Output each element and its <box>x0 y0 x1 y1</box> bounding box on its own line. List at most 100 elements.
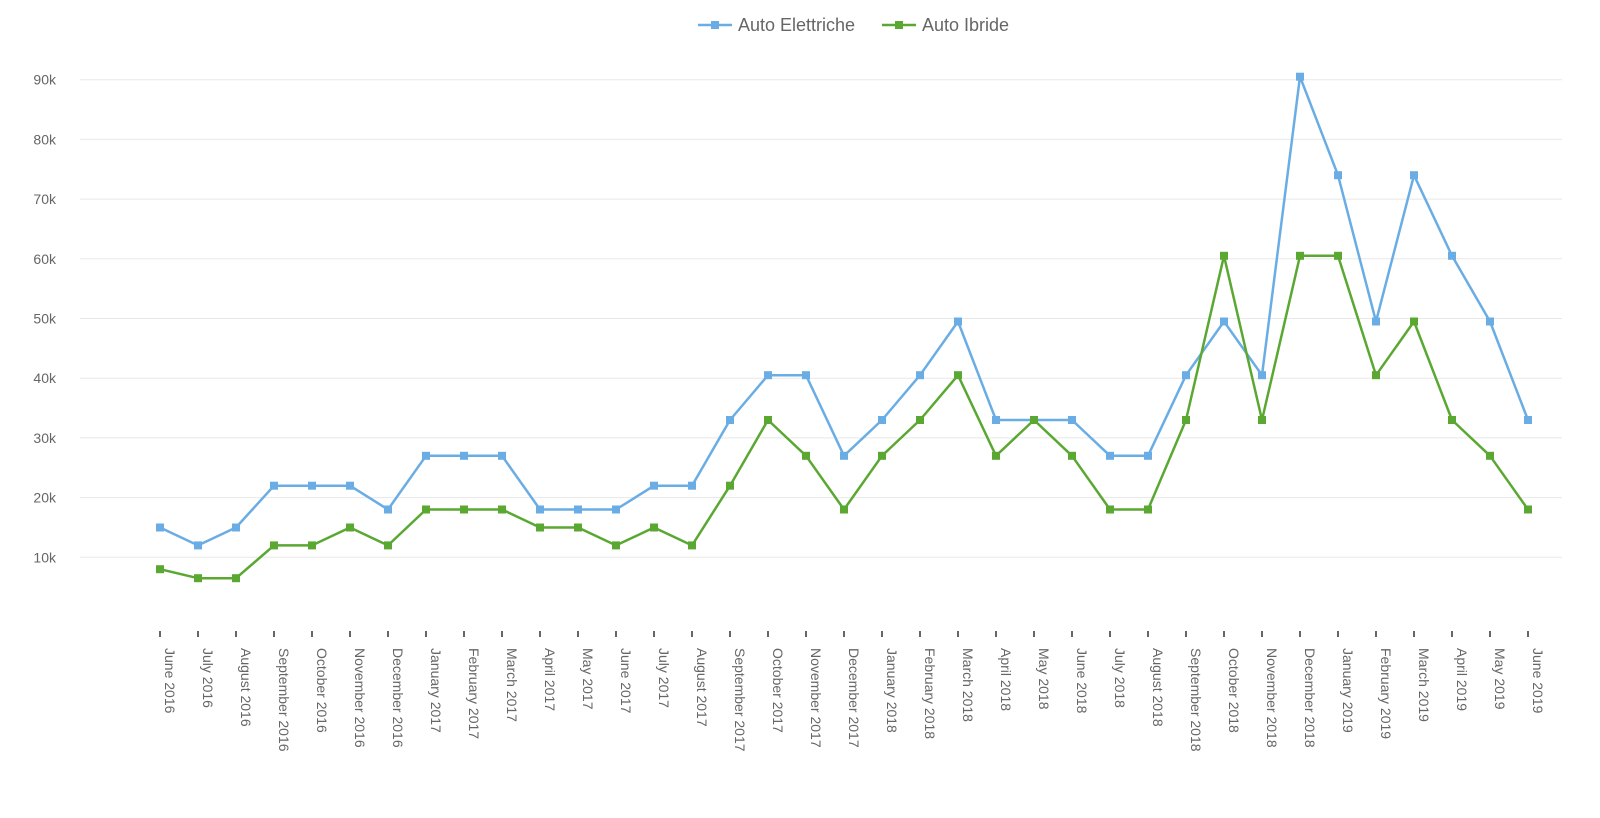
x-tick-label-february-2019: February 2019 <box>1378 648 1394 739</box>
data-point-auto-ibride-march-2018[interactable] <box>954 371 962 380</box>
data-point-auto-ibride-december-2017[interactable] <box>840 505 848 514</box>
data-point-auto-elettriche-september-2017[interactable] <box>726 416 734 424</box>
x-tick-label-december-2016: December 2016 <box>390 648 406 748</box>
data-point-auto-elettriche-september-2018[interactable] <box>1182 371 1190 380</box>
data-point-auto-ibride-june-2019[interactable] <box>1524 505 1532 514</box>
data-point-auto-ibride-july-2018[interactable] <box>1106 505 1114 514</box>
data-point-auto-elettriche-december-2017[interactable] <box>840 451 848 460</box>
x-tick-label-november-2016: November 2016 <box>352 648 368 748</box>
data-point-auto-elettriche-august-2018[interactable] <box>1144 451 1152 460</box>
data-point-auto-ibride-june-2017[interactable] <box>612 541 620 550</box>
data-point-auto-ibride-september-2016[interactable] <box>270 541 278 550</box>
y-tick-label-20k: 20k <box>33 490 57 506</box>
data-point-auto-elettriche-january-2018[interactable] <box>878 416 886 424</box>
data-point-auto-elettriche-august-2017[interactable] <box>688 481 696 490</box>
x-tick-label-september-2016: September 2016 <box>276 648 292 752</box>
data-point-auto-ibride-january-2018[interactable] <box>878 451 886 460</box>
x-tick-label-february-2017: February 2017 <box>466 648 482 739</box>
x-tick-label-october-2017: October 2017 <box>770 648 786 733</box>
data-point-auto-ibride-november-2016[interactable] <box>346 523 354 532</box>
data-point-auto-elettriche-june-2016[interactable] <box>156 523 164 532</box>
data-point-auto-elettriche-october-2018[interactable] <box>1220 317 1228 326</box>
data-point-auto-elettriche-june-2017[interactable] <box>612 505 620 514</box>
data-point-auto-ibride-november-2017[interactable] <box>802 451 810 460</box>
data-point-auto-elettriche-february-2017[interactable] <box>460 451 468 460</box>
data-point-auto-ibride-october-2017[interactable] <box>764 416 772 424</box>
data-point-auto-elettriche-october-2016[interactable] <box>308 481 316 490</box>
legend-label-auto-elettriche: Auto Elettriche <box>738 15 855 35</box>
y-tick-label-10k: 10k <box>33 549 57 565</box>
data-point-auto-ibride-october-2016[interactable] <box>308 541 316 550</box>
data-point-auto-ibride-april-2018[interactable] <box>992 451 1000 460</box>
x-tick-label-august-2018: August 2018 <box>1150 648 1166 727</box>
data-point-auto-ibride-february-2017[interactable] <box>460 505 468 514</box>
y-tick-label-60k: 60k <box>33 251 57 267</box>
x-tick-label-november-2018: November 2018 <box>1264 648 1280 748</box>
data-point-auto-elettriche-january-2017[interactable] <box>422 451 430 460</box>
data-point-auto-ibride-may-2018[interactable] <box>1030 416 1038 424</box>
data-point-auto-elettriche-march-2019[interactable] <box>1410 171 1418 180</box>
data-point-auto-elettriche-january-2019[interactable] <box>1334 171 1342 180</box>
data-point-auto-ibride-march-2017[interactable] <box>498 505 506 514</box>
data-point-auto-ibride-june-2016[interactable] <box>156 565 164 574</box>
data-point-auto-elettriche-march-2017[interactable] <box>498 451 506 460</box>
x-tick-label-november-2017: November 2017 <box>808 648 824 748</box>
data-point-auto-ibride-april-2017[interactable] <box>536 523 544 532</box>
data-point-auto-ibride-september-2018[interactable] <box>1182 416 1190 424</box>
data-point-auto-ibride-august-2016[interactable] <box>232 574 240 583</box>
data-point-auto-ibride-september-2017[interactable] <box>726 481 734 490</box>
data-point-auto-elettriche-october-2017[interactable] <box>764 371 772 380</box>
data-point-auto-ibride-may-2017[interactable] <box>574 523 582 532</box>
data-point-auto-ibride-may-2019[interactable] <box>1486 451 1494 460</box>
data-point-auto-elettriche-march-2018[interactable] <box>954 317 962 326</box>
data-point-auto-ibride-january-2017[interactable] <box>422 505 430 514</box>
data-point-auto-elettriche-july-2018[interactable] <box>1106 451 1114 460</box>
data-point-auto-ibride-july-2016[interactable] <box>194 574 202 583</box>
data-point-auto-ibride-march-2019[interactable] <box>1410 317 1418 326</box>
data-point-auto-elettriche-july-2016[interactable] <box>194 541 202 550</box>
data-point-auto-elettriche-april-2018[interactable] <box>992 416 1000 424</box>
data-point-auto-elettriche-june-2019[interactable] <box>1524 416 1532 424</box>
data-point-auto-ibride-december-2018[interactable] <box>1296 251 1304 260</box>
data-point-auto-ibride-august-2017[interactable] <box>688 541 696 550</box>
data-point-auto-elettriche-july-2017[interactable] <box>650 481 658 490</box>
data-point-auto-elettriche-february-2019[interactable] <box>1372 317 1380 326</box>
data-point-auto-elettriche-april-2019[interactable] <box>1448 251 1456 260</box>
data-point-auto-ibride-february-2019[interactable] <box>1372 371 1380 380</box>
series-line-auto-ibride <box>159 254 1530 580</box>
data-point-auto-ibride-february-2018[interactable] <box>916 416 924 424</box>
data-point-auto-elettriche-november-2018[interactable] <box>1258 371 1266 380</box>
x-tick-label-june-2018: June 2018 <box>1074 648 1090 714</box>
data-point-auto-ibride-january-2019[interactable] <box>1334 251 1342 260</box>
x-tick-label-january-2017: January 2017 <box>428 648 444 733</box>
legend-item-auto-ibride[interactable]: Auto Ibride <box>882 15 1009 35</box>
data-point-auto-ibride-november-2018[interactable] <box>1258 416 1266 424</box>
y-tick-label-50k: 50k <box>33 311 57 327</box>
data-point-auto-elettriche-august-2016[interactable] <box>232 523 240 532</box>
data-point-auto-elettriche-december-2018[interactable] <box>1296 72 1304 81</box>
data-point-auto-ibride-june-2018[interactable] <box>1068 451 1076 460</box>
x-tick-label-april-2019: April 2019 <box>1454 648 1470 711</box>
data-point-auto-elettriche-december-2016[interactable] <box>384 505 392 514</box>
x-tick-label-february-2018: February 2018 <box>922 648 938 739</box>
data-point-auto-elettriche-november-2017[interactable] <box>802 371 810 380</box>
data-point-auto-elettriche-february-2018[interactable] <box>916 371 924 380</box>
data-point-auto-elettriche-september-2016[interactable] <box>270 481 278 490</box>
data-point-auto-ibride-april-2019[interactable] <box>1448 416 1456 424</box>
y-tick-label-90k: 90k <box>33 72 57 88</box>
data-point-auto-elettriche-april-2017[interactable] <box>536 505 544 514</box>
data-point-auto-elettriche-november-2016[interactable] <box>346 481 354 490</box>
data-point-auto-ibride-august-2018[interactable] <box>1144 505 1152 514</box>
series-lines <box>156 72 1532 583</box>
data-point-auto-elettriche-may-2017[interactable] <box>574 505 582 514</box>
x-tick-label-march-2018: March 2018 <box>960 648 976 722</box>
data-point-auto-ibride-october-2018[interactable] <box>1220 251 1228 260</box>
legend-item-auto-elettriche[interactable]: Auto Elettriche <box>698 15 855 35</box>
data-point-auto-elettriche-may-2019[interactable] <box>1486 317 1494 326</box>
x-tick-label-december-2017: December 2017 <box>846 648 862 748</box>
y-tick-label-40k: 40k <box>33 370 57 386</box>
data-point-auto-elettriche-june-2018[interactable] <box>1068 416 1076 424</box>
data-point-auto-ibride-december-2016[interactable] <box>384 541 392 550</box>
data-point-auto-ibride-july-2017[interactable] <box>650 523 658 532</box>
x-tick-label-august-2017: August 2017 <box>694 648 710 727</box>
